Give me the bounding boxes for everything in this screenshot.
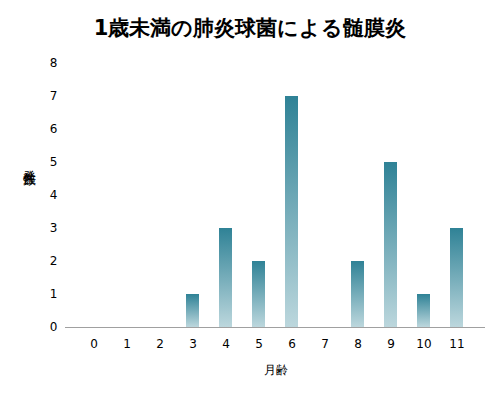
svg-text:5: 5 bbox=[255, 337, 263, 351]
svg-text:0: 0 bbox=[90, 337, 98, 351]
svg-text:3: 3 bbox=[189, 337, 197, 351]
svg-text:1: 1 bbox=[123, 337, 131, 351]
svg-text:5: 5 bbox=[50, 155, 58, 169]
svg-text:1: 1 bbox=[50, 287, 58, 301]
svg-text:6: 6 bbox=[288, 337, 296, 351]
svg-text:8: 8 bbox=[354, 337, 362, 351]
svg-text:7: 7 bbox=[50, 89, 58, 103]
html-text:発生件数: 発生件数 bbox=[22, 160, 37, 164]
svg-text:月齢: 月齢 bbox=[264, 363, 288, 377]
svg-text:4: 4 bbox=[222, 337, 230, 351]
svg-text:3: 3 bbox=[50, 221, 58, 235]
svg-text:4: 4 bbox=[50, 188, 58, 202]
html-text:1歳未満の肺炎球菌による髄膜炎: 1歳未満の肺炎球菌による髄膜炎 bbox=[93, 16, 407, 40]
svg-text:2: 2 bbox=[156, 337, 164, 351]
svg-text:2: 2 bbox=[50, 254, 58, 268]
svg-text:7: 7 bbox=[321, 337, 329, 351]
svg-text:10: 10 bbox=[416, 337, 431, 351]
svg-text:11: 11 bbox=[449, 337, 464, 351]
svg-text:8: 8 bbox=[50, 56, 58, 70]
svg-text:9: 9 bbox=[387, 337, 395, 351]
svg-text:6: 6 bbox=[50, 122, 58, 136]
svg-text:0: 0 bbox=[50, 320, 58, 334]
